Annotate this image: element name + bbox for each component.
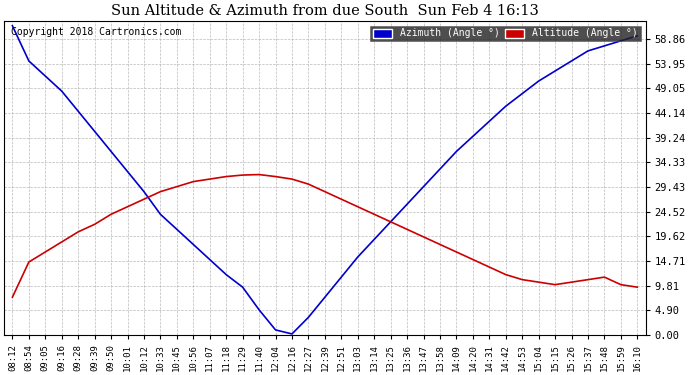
Title: Sun Altitude & Azimuth from due South  Sun Feb 4 16:13: Sun Altitude & Azimuth from due South Su… bbox=[111, 4, 539, 18]
Text: Copyright 2018 Cartronics.com: Copyright 2018 Cartronics.com bbox=[10, 27, 181, 37]
Legend: Azimuth (Angle °), Altitude (Angle °): Azimuth (Angle °), Altitude (Angle °) bbox=[370, 26, 641, 41]
